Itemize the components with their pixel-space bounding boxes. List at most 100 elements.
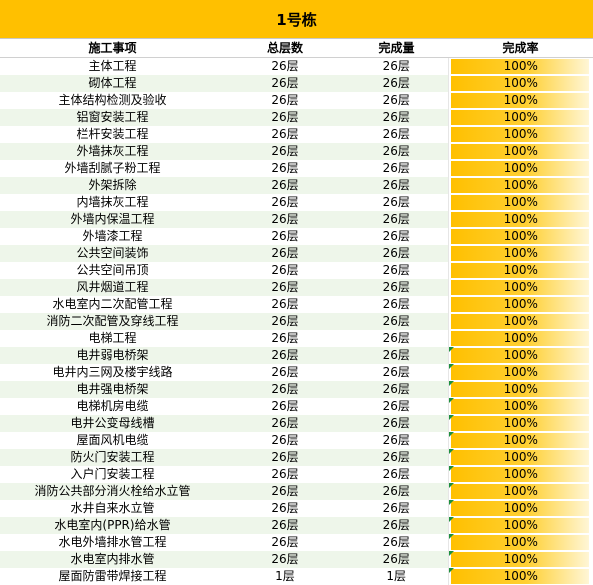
cell-rate[interactable]: 100% (448, 568, 593, 585)
cell-rate[interactable]: 100% (448, 58, 593, 76)
header-total-floors[interactable]: 总层数 (225, 39, 345, 58)
cell-total-floors[interactable]: 26层 (225, 551, 345, 568)
cell-item[interactable]: 公共空间吊顶 (0, 262, 225, 279)
cell-item[interactable]: 电梯工程 (0, 330, 225, 347)
cell-item[interactable]: 栏杆安装工程 (0, 126, 225, 143)
cell-completed[interactable]: 26层 (345, 415, 448, 432)
cell-rate[interactable]: 100% (448, 534, 593, 551)
cell-rate[interactable]: 100% (448, 245, 593, 262)
cell-rate[interactable]: 100% (448, 330, 593, 347)
cell-completed[interactable]: 26层 (345, 75, 448, 92)
header-completed[interactable]: 完成量 (345, 39, 448, 58)
cell-rate[interactable]: 100% (448, 92, 593, 109)
cell-item[interactable]: 消防公共部分消火栓给水立管 (0, 483, 225, 500)
cell-completed[interactable]: 26层 (345, 432, 448, 449)
cell-rate[interactable]: 100% (448, 126, 593, 143)
cell-total-floors[interactable]: 26层 (225, 92, 345, 109)
cell-rate[interactable]: 100% (448, 177, 593, 194)
cell-completed[interactable]: 26层 (345, 483, 448, 500)
cell-item[interactable]: 电井弱电桥架 (0, 347, 225, 364)
cell-total-floors[interactable]: 26层 (225, 415, 345, 432)
cell-completed[interactable]: 26层 (345, 279, 448, 296)
cell-item[interactable]: 外架拆除 (0, 177, 225, 194)
cell-item[interactable]: 砌体工程 (0, 75, 225, 92)
cell-item[interactable]: 水电室内(PPR)给水管 (0, 517, 225, 534)
cell-completed[interactable]: 26层 (345, 228, 448, 245)
cell-completed[interactable]: 26层 (345, 126, 448, 143)
cell-completed[interactable]: 26层 (345, 500, 448, 517)
cell-item[interactable]: 屋面风机电缆 (0, 432, 225, 449)
cell-completed[interactable]: 26层 (345, 143, 448, 160)
cell-completed[interactable]: 1层 (345, 568, 448, 585)
cell-rate[interactable]: 100% (448, 160, 593, 177)
cell-rate[interactable]: 100% (448, 500, 593, 517)
cell-item[interactable]: 内墙抹灰工程 (0, 194, 225, 211)
cell-total-floors[interactable]: 1层 (225, 568, 345, 585)
cell-item[interactable]: 防火门安装工程 (0, 449, 225, 466)
cell-completed[interactable]: 26层 (345, 313, 448, 330)
header-rate[interactable]: 完成率 (448, 39, 593, 58)
cell-total-floors[interactable]: 26层 (225, 228, 345, 245)
cell-total-floors[interactable]: 26层 (225, 534, 345, 551)
cell-completed[interactable]: 26层 (345, 534, 448, 551)
cell-total-floors[interactable]: 26层 (225, 364, 345, 381)
cell-rate[interactable]: 100% (448, 228, 593, 245)
cell-rate[interactable]: 100% (448, 313, 593, 330)
cell-completed[interactable]: 26层 (345, 109, 448, 126)
cell-rate[interactable]: 100% (448, 483, 593, 500)
cell-rate[interactable]: 100% (448, 194, 593, 211)
cell-completed[interactable]: 26层 (345, 160, 448, 177)
cell-rate[interactable]: 100% (448, 381, 593, 398)
cell-total-floors[interactable]: 26层 (225, 262, 345, 279)
cell-total-floors[interactable]: 26层 (225, 466, 345, 483)
cell-completed[interactable]: 26层 (345, 296, 448, 313)
cell-total-floors[interactable]: 26层 (225, 347, 345, 364)
cell-completed[interactable]: 26层 (345, 398, 448, 415)
cell-item[interactable]: 电井内三网及楼宇线路 (0, 364, 225, 381)
cell-item[interactable]: 主体结构检测及验收 (0, 92, 225, 109)
cell-completed[interactable]: 26层 (345, 194, 448, 211)
cell-rate[interactable]: 100% (448, 466, 593, 483)
cell-item[interactable]: 外墙内保温工程 (0, 211, 225, 228)
cell-total-floors[interactable]: 26层 (225, 194, 345, 211)
cell-rate[interactable]: 100% (448, 109, 593, 126)
cell-total-floors[interactable]: 26层 (225, 279, 345, 296)
cell-total-floors[interactable]: 26层 (225, 126, 345, 143)
cell-completed[interactable]: 26层 (345, 262, 448, 279)
cell-item[interactable]: 电井强电桥架 (0, 381, 225, 398)
cell-item[interactable]: 铝窗安装工程 (0, 109, 225, 126)
cell-completed[interactable]: 26层 (345, 551, 448, 568)
cell-completed[interactable]: 26层 (345, 245, 448, 262)
cell-rate[interactable]: 100% (448, 143, 593, 160)
cell-total-floors[interactable]: 26层 (225, 313, 345, 330)
cell-rate[interactable]: 100% (448, 449, 593, 466)
cell-total-floors[interactable]: 26层 (225, 109, 345, 126)
cell-completed[interactable]: 26层 (345, 449, 448, 466)
cell-item[interactable]: 外墙刮腻子粉工程 (0, 160, 225, 177)
cell-completed[interactable]: 26层 (345, 211, 448, 228)
cell-rate[interactable]: 100% (448, 364, 593, 381)
cell-completed[interactable]: 26层 (345, 58, 448, 76)
cell-total-floors[interactable]: 26层 (225, 296, 345, 313)
cell-completed[interactable]: 26层 (345, 330, 448, 347)
cell-item[interactable]: 外墙漆工程 (0, 228, 225, 245)
cell-item[interactable]: 水电室内排水管 (0, 551, 225, 568)
cell-item[interactable]: 水井自来水立管 (0, 500, 225, 517)
header-item[interactable]: 施工事项 (0, 39, 225, 58)
cell-item[interactable]: 公共空间装饰 (0, 245, 225, 262)
cell-total-floors[interactable]: 26层 (225, 143, 345, 160)
cell-total-floors[interactable]: 26层 (225, 483, 345, 500)
cell-rate[interactable]: 100% (448, 415, 593, 432)
cell-total-floors[interactable]: 26层 (225, 381, 345, 398)
cell-rate[interactable]: 100% (448, 279, 593, 296)
cell-rate[interactable]: 100% (448, 211, 593, 228)
cell-completed[interactable]: 26层 (345, 92, 448, 109)
cell-completed[interactable]: 26层 (345, 381, 448, 398)
cell-completed[interactable]: 26层 (345, 364, 448, 381)
cell-total-floors[interactable]: 26层 (225, 58, 345, 76)
cell-item[interactable]: 电梯机房电缆 (0, 398, 225, 415)
cell-rate[interactable]: 100% (448, 75, 593, 92)
cell-total-floors[interactable]: 26层 (225, 330, 345, 347)
cell-item[interactable]: 消防二次配管及穿线工程 (0, 313, 225, 330)
cell-item[interactable]: 风井烟道工程 (0, 279, 225, 296)
